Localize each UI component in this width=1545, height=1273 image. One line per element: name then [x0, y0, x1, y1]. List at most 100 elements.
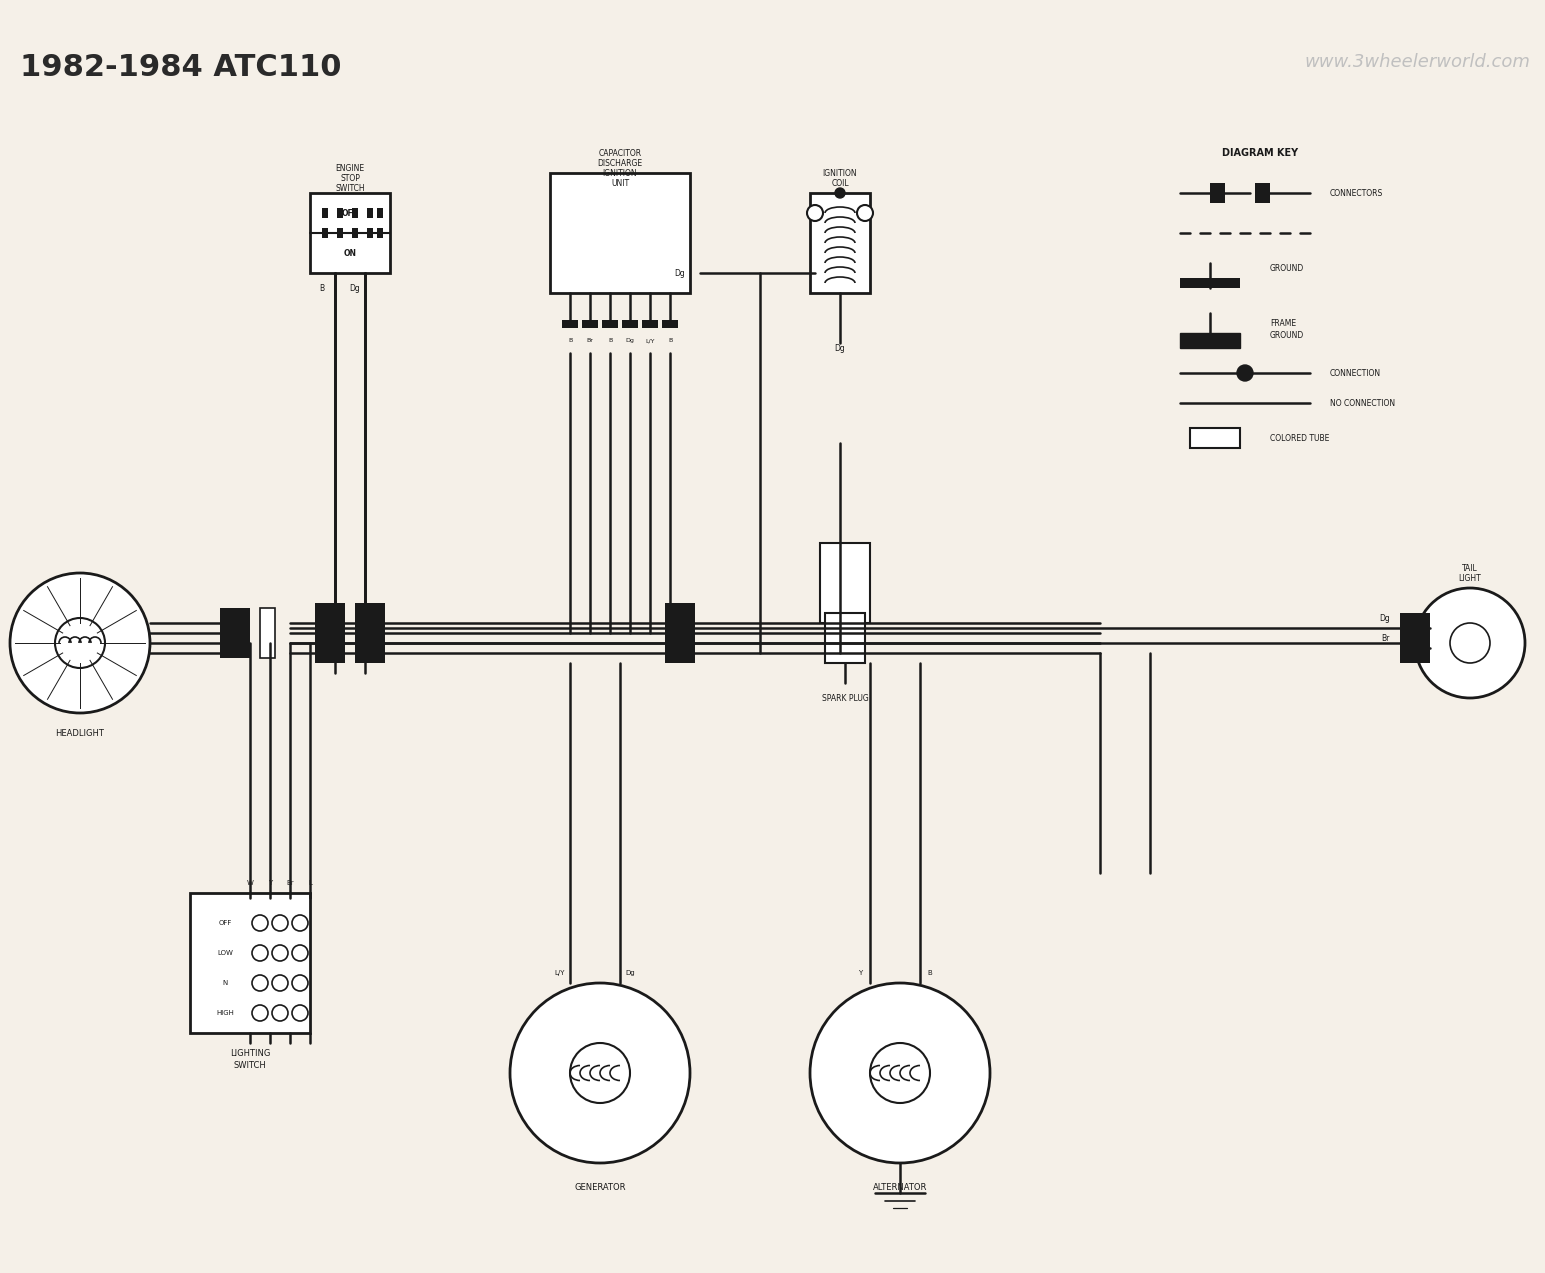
Text: B: B	[667, 339, 672, 342]
Circle shape	[292, 975, 307, 990]
Bar	[1255, 183, 1270, 202]
Circle shape	[324, 638, 335, 648]
Bar	[321, 207, 328, 218]
Bar	[825, 614, 865, 663]
Circle shape	[9, 573, 150, 713]
Circle shape	[1238, 365, 1253, 381]
Text: B: B	[569, 339, 572, 342]
Bar	[368, 207, 372, 218]
Text: OFF: OFF	[341, 209, 358, 218]
Text: DIAGRAM KEY: DIAGRAM KEY	[1222, 148, 1298, 158]
Bar	[562, 320, 578, 328]
Circle shape	[252, 915, 267, 931]
Bar	[1180, 278, 1241, 288]
Circle shape	[272, 1004, 287, 1021]
Bar	[260, 608, 275, 658]
Bar	[377, 228, 383, 238]
Circle shape	[360, 617, 369, 628]
Bar	[352, 228, 358, 238]
Bar	[219, 608, 250, 658]
Text: L/Y: L/Y	[555, 970, 565, 976]
Text: NO CONNECTION: NO CONNECTION	[1330, 398, 1395, 407]
Bar	[337, 207, 343, 218]
Text: Br: Br	[587, 339, 593, 342]
Circle shape	[292, 915, 307, 931]
Circle shape	[675, 638, 684, 648]
Bar	[260, 608, 275, 658]
Circle shape	[56, 617, 105, 668]
Bar	[623, 320, 638, 328]
Text: DISCHARGE: DISCHARGE	[598, 159, 643, 168]
Circle shape	[857, 205, 873, 222]
Text: ALTERNATOR: ALTERNATOR	[873, 1184, 927, 1193]
Circle shape	[272, 945, 287, 961]
Circle shape	[806, 205, 823, 222]
Circle shape	[810, 983, 990, 1164]
Text: CONNECTION: CONNECTION	[1330, 368, 1381, 378]
Text: COLORED TUBE: COLORED TUBE	[1270, 434, 1329, 443]
Text: TAIL: TAIL	[1462, 564, 1479, 573]
Bar	[1210, 183, 1225, 202]
Bar	[377, 207, 383, 218]
Text: B: B	[607, 339, 612, 342]
Text: UNIT: UNIT	[610, 178, 629, 187]
Circle shape	[1451, 622, 1489, 663]
Text: B: B	[927, 970, 932, 976]
Bar	[368, 228, 372, 238]
Text: SWITCH: SWITCH	[233, 1060, 266, 1069]
Text: W: W	[247, 880, 253, 886]
Text: CONNECTORS: CONNECTORS	[1330, 188, 1383, 197]
Bar	[664, 603, 695, 663]
Text: COIL: COIL	[831, 178, 848, 187]
Text: Dg: Dg	[675, 269, 686, 278]
Bar	[311, 193, 389, 272]
Text: SPARK PLUG: SPARK PLUG	[822, 694, 868, 703]
Text: STOP: STOP	[340, 173, 360, 182]
Text: L: L	[307, 880, 312, 886]
Circle shape	[252, 975, 267, 990]
Circle shape	[272, 975, 287, 990]
Bar	[1180, 334, 1241, 348]
Text: Dg: Dg	[626, 339, 635, 342]
Bar	[603, 320, 618, 328]
Circle shape	[1415, 588, 1525, 698]
Text: Y: Y	[857, 970, 862, 976]
Circle shape	[365, 638, 375, 648]
Text: Br: Br	[286, 880, 294, 886]
Text: OFF: OFF	[218, 920, 232, 925]
Bar	[661, 320, 678, 328]
Circle shape	[510, 983, 691, 1164]
Circle shape	[331, 617, 340, 628]
Text: 1982-1984 ATC110: 1982-1984 ATC110	[20, 53, 341, 81]
Text: Dg: Dg	[834, 344, 845, 353]
Text: IGNITION: IGNITION	[822, 168, 857, 177]
Bar	[810, 193, 870, 293]
Circle shape	[272, 915, 287, 931]
Text: ON: ON	[343, 248, 357, 257]
Bar	[550, 173, 691, 293]
Circle shape	[252, 1004, 267, 1021]
Bar	[190, 892, 311, 1032]
Text: Y: Y	[267, 880, 272, 886]
Circle shape	[252, 945, 267, 961]
Text: LOW: LOW	[216, 950, 233, 956]
Text: B: B	[320, 284, 324, 293]
Bar	[315, 603, 345, 663]
Bar	[355, 603, 385, 663]
Text: IGNITION: IGNITION	[603, 168, 638, 177]
Text: N: N	[222, 980, 227, 987]
Text: FRAME: FRAME	[1270, 318, 1296, 327]
Text: Dg: Dg	[349, 284, 360, 293]
Circle shape	[870, 1043, 930, 1102]
Bar	[352, 207, 358, 218]
Text: GROUND: GROUND	[1270, 331, 1304, 340]
Circle shape	[292, 1004, 307, 1021]
Text: SWITCH: SWITCH	[335, 183, 365, 192]
Text: Dg: Dg	[1380, 614, 1390, 622]
Text: HIGH: HIGH	[216, 1009, 233, 1016]
Text: CAPACITOR: CAPACITOR	[598, 149, 641, 158]
Bar	[582, 320, 598, 328]
Circle shape	[292, 945, 307, 961]
Circle shape	[570, 1043, 630, 1102]
Text: GROUND: GROUND	[1270, 264, 1304, 272]
